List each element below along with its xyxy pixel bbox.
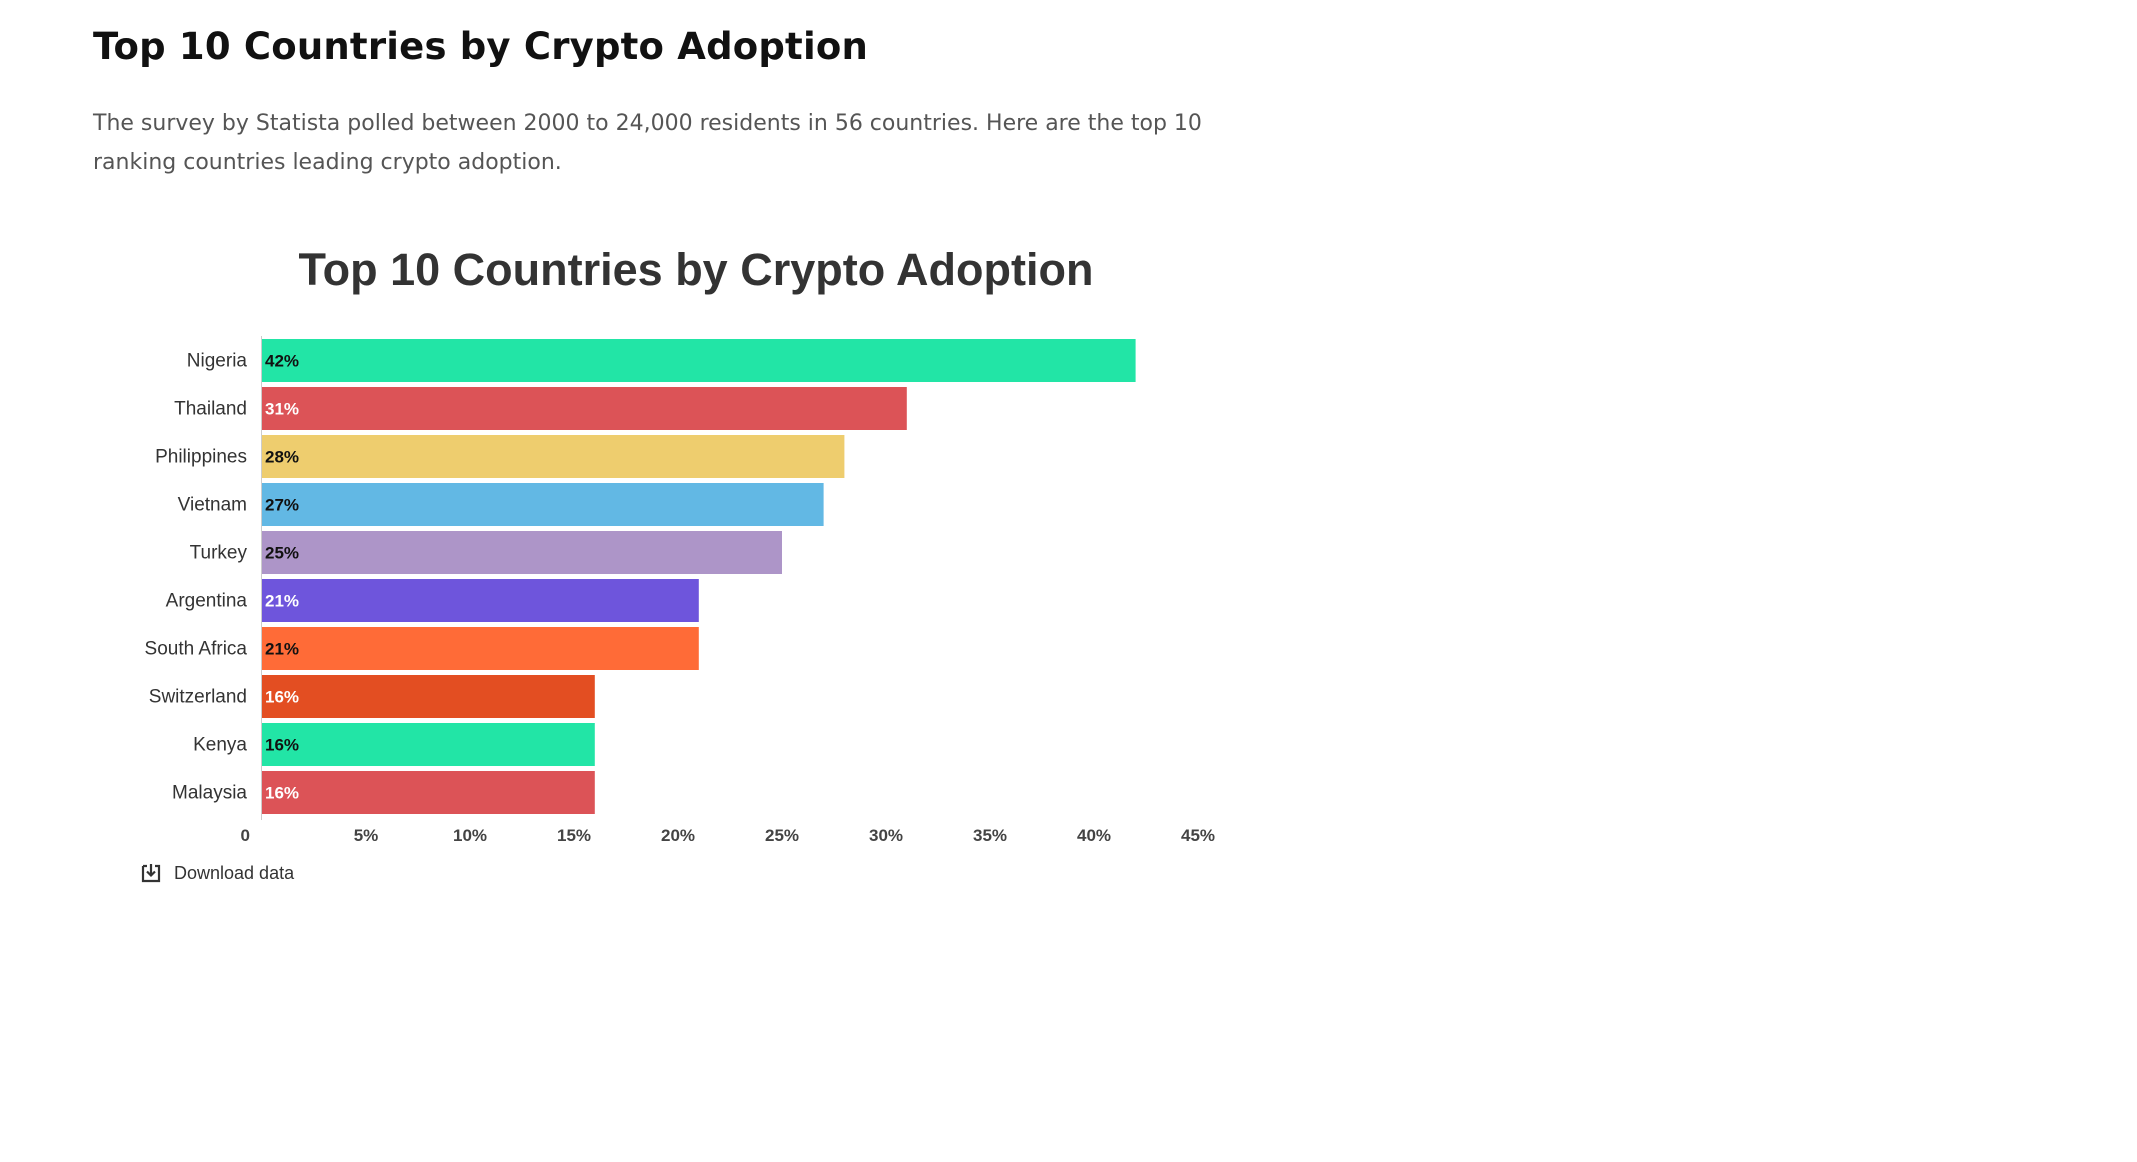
article-intro: The survey by Statista polled between 20…	[93, 111, 1202, 175]
bar-switzerland	[262, 675, 595, 718]
x-tick-label: 45%	[1181, 826, 1215, 845]
download-label: Download data	[174, 862, 295, 883]
data-label: 21%	[265, 592, 299, 611]
x-tick-label: 5%	[354, 826, 379, 845]
category-label: Turkey	[190, 543, 248, 564]
x-axis: 0 5% 10% 15% 20% 25% 30% 35% 40% 45%	[241, 336, 1215, 845]
data-label: 27%	[265, 496, 299, 515]
x-tick-label: 30%	[869, 826, 903, 845]
category-label: South Africa	[145, 639, 248, 660]
category-label: Malaysia	[172, 783, 247, 804]
bar-philippines	[262, 435, 845, 478]
data-label: 21%	[265, 640, 299, 659]
category-label: Argentina	[166, 591, 248, 612]
bar-argentina	[262, 579, 699, 622]
x-tick-label: 10%	[453, 826, 487, 845]
bar-south-africa	[262, 627, 699, 670]
category-label: Philippines	[155, 447, 247, 468]
bar-kenya	[262, 723, 595, 766]
category-label: Thailand	[174, 399, 247, 420]
chart-title: Top 10 Countries by Crypto Adoption	[299, 244, 1094, 295]
bar-thailand	[262, 387, 907, 430]
download-data-button[interactable]: Download data	[140, 862, 294, 884]
bar-vietnam	[262, 483, 824, 526]
bar-malaysia	[262, 771, 595, 814]
data-label: 28%	[265, 448, 299, 467]
x-tick-label: 25%	[765, 826, 799, 845]
category-label: Switzerland	[149, 687, 247, 708]
data-label: 16%	[265, 784, 299, 803]
data-label: 25%	[265, 544, 299, 563]
bar-turkey	[262, 531, 782, 574]
bar-nigeria	[262, 339, 1136, 382]
data-label: 42%	[265, 352, 299, 371]
x-tick-label: 20%	[661, 826, 695, 845]
category-label: Kenya	[193, 735, 247, 756]
data-label: 31%	[265, 400, 299, 419]
bars-group: Nigeria 42% Thailand 31% Philippines 28% Vietn…	[145, 339, 1136, 814]
x-tick-label: 0	[241, 826, 250, 845]
x-tick-label: 15%	[557, 826, 591, 845]
category-label: Nigeria	[187, 351, 248, 372]
data-label: 16%	[265, 688, 299, 707]
x-tick-label: 35%	[973, 826, 1007, 845]
x-tick-label: 40%	[1077, 826, 1111, 845]
data-label: 16%	[265, 736, 299, 755]
article-heading: Top 10 Countries by Crypto Adoption	[93, 25, 868, 68]
download-icon	[140, 862, 162, 884]
category-label: Vietnam	[178, 495, 247, 516]
